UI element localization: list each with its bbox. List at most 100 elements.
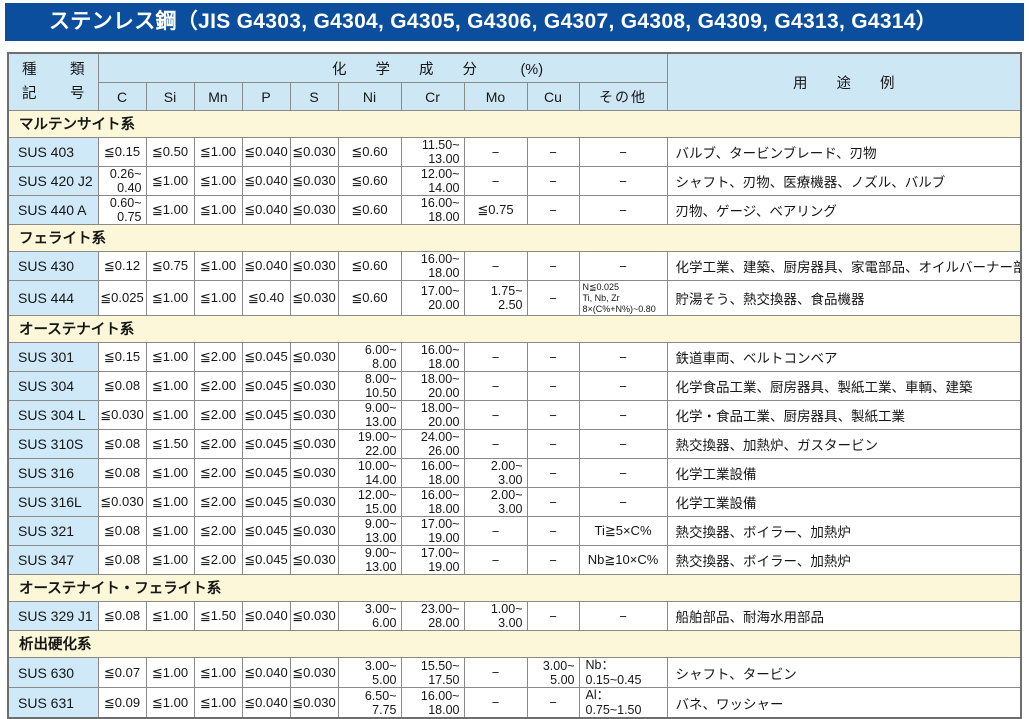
value-cell: ≦0.030	[97, 400, 147, 431]
usage-cell: 貯湯そう、熱交換器、食品機器	[666, 279, 1022, 317]
section-row: オーステナイト・フェライト系	[7, 574, 1022, 603]
section-row: マルテンサイト系	[7, 110, 1022, 138]
value-cell: ≦0.08	[97, 371, 147, 402]
value-cell: −	[463, 400, 528, 431]
table-row: SUS 631 ≦0.09 ≦1.00 ≦1.00 ≦0.040 ≦0.030 6.50~ …	[7, 687, 1022, 719]
value-range-cell: 17.00~ 19.00	[400, 545, 465, 576]
value-cell: ≦1.00	[145, 195, 195, 225]
value-range-cell: 11.50~ 13.00	[400, 137, 465, 167]
value-cell: ≦0.030	[289, 657, 339, 689]
usage-cell: 化学・食品工業、厨房器具、製紙工業	[666, 400, 1022, 431]
header-col-Cr: Cr	[400, 82, 465, 111]
header-kind-line1: 種類	[22, 62, 85, 78]
value-cell: −	[526, 195, 580, 225]
value-range-cell: 0.26~ 0.40	[97, 166, 147, 196]
page-title: ステンレス鋼（JIS G4303, G4304, G4305, G4306, G…	[49, 10, 938, 33]
value-cell: ≦0.09	[97, 687, 147, 719]
value-cell: ≦0.040	[241, 251, 291, 281]
value-cell: −	[578, 487, 668, 518]
value-cell: Nb≧10×C%	[578, 545, 668, 576]
value-cell: ≦0.030	[289, 279, 339, 317]
value-cell: −	[463, 342, 528, 373]
value-cell: −	[526, 487, 580, 518]
value-cell: ≦2.00	[193, 545, 243, 576]
value-range-cell: 9.00~ 13.00	[337, 516, 402, 547]
table-row: SUS 316L ≦0.030 ≦1.00 ≦2.00 ≦0.045 ≦0.030 12.0…	[7, 487, 1022, 518]
table-row: SUS 444 ≦0.025 ≦1.00 ≦1.00 ≦0.40 ≦0.030 ≦0.60 1…	[7, 279, 1022, 317]
value-cell: ≦0.045	[241, 429, 291, 460]
value-cell: −	[578, 371, 668, 402]
value-cell: ≦0.030	[289, 371, 339, 402]
header-col-C: C	[97, 82, 147, 111]
value-range-cell: 18.00~ 20.00	[400, 371, 465, 402]
value-range-cell: 1.75~ 2.50	[463, 279, 528, 317]
value-cell: −	[463, 516, 528, 547]
value-cell: ≦0.030	[289, 429, 339, 460]
value-cell: ≦2.00	[193, 487, 243, 518]
value-cell: ≦0.08	[97, 429, 147, 460]
header-col-Mo: Mo	[463, 82, 528, 111]
table-row: SUS 329 J1 ≦0.08 ≦1.00 ≦1.50 ≦0.040 ≦0.030 3.0…	[7, 601, 1022, 632]
table-row: SUS 304 ≦0.08 ≦1.00 ≦2.00 ≦0.045 ≦0.030 8.00~ …	[7, 371, 1022, 402]
value-range-cell: 2.00~ 3.00	[463, 458, 528, 489]
value-cell: Ti≧5×C%	[578, 516, 668, 547]
sus-code-cell: SUS 316	[7, 458, 99, 489]
sus-code-cell: SUS 444	[7, 279, 99, 317]
value-cell: ≦0.030	[289, 342, 339, 373]
usage-cell: 化学工業設備	[666, 487, 1022, 518]
value-cell: ≦1.50	[193, 601, 243, 632]
table-row: SUS 316 ≦0.08 ≦1.00 ≦2.00 ≦0.045 ≦0.030 10.00~…	[7, 458, 1022, 489]
value-cell: −	[463, 251, 528, 281]
usage-cell: 化学工業設備	[666, 458, 1022, 489]
value-range-cell: 6.50~ 7.75	[337, 687, 402, 719]
value-cell: ≦0.040	[241, 166, 291, 196]
usage-cell: バネ、ワッシャー	[666, 687, 1022, 719]
value-cell: −	[526, 251, 580, 281]
value-note-cell: Nb： 0.15~0.45	[578, 657, 668, 689]
usage-cell: 化学食品工業、厨房器具、製紙工業、車輌、建築	[666, 371, 1022, 402]
usage-cell: 化学工業、建築、厨房器具、家電部品、オイルバーナー部品	[666, 251, 1022, 281]
value-note-cell: N≦0.025 Ti, Nb, Zr 8×(C%+N%)~0.80	[578, 279, 668, 317]
table-row: SUS 440 A 0.60~ 0.75 ≦1.00 ≦1.00 ≦0.040 ≦0.03…	[7, 195, 1022, 225]
value-cell: −	[526, 516, 580, 547]
value-cell: ≦0.030	[289, 166, 339, 196]
table-row: SUS 310S ≦0.08 ≦1.50 ≦2.00 ≦0.045 ≦0.030 19.00…	[7, 429, 1022, 460]
value-cell: −	[578, 601, 668, 632]
value-cell: ≦1.00	[145, 458, 195, 489]
value-cell: −	[526, 342, 580, 373]
usage-cell: 熱交換器、ボイラー、加熱炉	[666, 516, 1022, 547]
value-cell: ≦0.40	[241, 279, 291, 317]
header-col-Mn: Mn	[193, 82, 243, 111]
value-cell: ≦1.00	[145, 657, 195, 689]
value-cell: ≦0.030	[289, 137, 339, 167]
value-cell: ≦0.045	[241, 545, 291, 576]
value-cell: ≦0.045	[241, 400, 291, 431]
value-cell: ≦0.030	[289, 516, 339, 547]
value-cell: ≦1.00	[145, 342, 195, 373]
header-chemical-composition: 化 学 成 分 (%)	[97, 52, 668, 84]
value-cell: ≦1.00	[193, 137, 243, 167]
section-header-label: マルテンサイト系	[7, 110, 1022, 138]
title-bar: ステンレス鋼（JIS G4303, G4304, G4305, G4306, G…	[5, 3, 1024, 41]
value-cell: ≦1.00	[193, 195, 243, 225]
value-cell: ≦0.040	[241, 657, 291, 689]
value-cell: ≦0.030	[289, 687, 339, 719]
sus-code-cell: SUS 420 J2	[7, 166, 99, 196]
value-cell: ≦0.030	[289, 601, 339, 632]
value-cell: ≦0.60	[337, 195, 402, 225]
value-note-cell: Al： 0.75~1.50	[578, 687, 668, 719]
section-header-label: オーステナイト・フェライト系	[7, 574, 1022, 603]
sus-code-cell: SUS 440 A	[7, 195, 99, 225]
value-range-cell: 1.00~ 3.00	[463, 601, 528, 632]
header-col-P: P	[241, 82, 291, 111]
value-range-cell: 16.00~ 18.00	[400, 487, 465, 518]
value-cell: −	[578, 137, 668, 167]
value-cell: ≦0.08	[97, 458, 147, 489]
value-cell: ≦0.75	[463, 195, 528, 225]
value-range-cell: 17.00~ 19.00	[400, 516, 465, 547]
sus-code-cell: SUS 310S	[7, 429, 99, 460]
value-cell: −	[578, 429, 668, 460]
value-cell: ≦0.030	[289, 400, 339, 431]
value-range-cell: 24.00~ 26.00	[400, 429, 465, 460]
sus-code-cell: SUS 630	[7, 657, 99, 689]
